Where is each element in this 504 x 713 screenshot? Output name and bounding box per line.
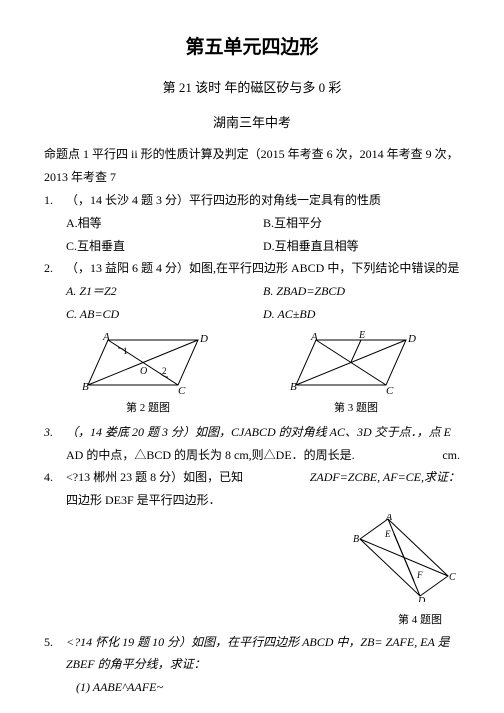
q4-stem-c: 四边形 DE3F 是平行四边形． xyxy=(66,489,460,512)
svg-text:E: E xyxy=(384,529,391,539)
figure-4: A B C D E F 第 4 题图 xyxy=(44,514,460,631)
svg-text:2: 2 xyxy=(162,366,167,376)
question-4: 4. <?13 郴州 23 题 8 分）如图，已知 ZADF=ZCBE, AF=… xyxy=(44,466,460,512)
q5-stem-a: <?14 怀化 19 题 10 分）如图，在平行四边形 ABCD 中，ZB= Z… xyxy=(66,631,460,654)
figure-2: A B C D O 1 2 第 2 题图 xyxy=(44,330,252,419)
figure-4-caption: 第 4 题图 xyxy=(44,610,460,631)
svg-text:A: A xyxy=(102,331,110,343)
q2-number: 2. xyxy=(44,257,66,325)
svg-text:O: O xyxy=(140,366,147,377)
q2-opt-d: D. AC±BD xyxy=(263,303,460,326)
svg-text:D: D xyxy=(199,333,208,345)
q1-opt-c: C.互相垂直 xyxy=(66,235,263,258)
svg-text:A: A xyxy=(310,331,318,343)
intro-line-1: 命题点 1 平行四 ii 形的性质计算及判定（2015 年考查 6 次，2014… xyxy=(44,143,460,166)
lesson-subtitle: 第 21 该时 年的磁区矽与多 0 彩 xyxy=(44,76,460,101)
q1-opt-b: B.互相平分 xyxy=(263,212,460,235)
svg-text:B: B xyxy=(82,381,89,393)
q3-stem-a: （，14 娄底 20 题 3 分）如图，CJABCD 的对角线 AC、3D 交于… xyxy=(66,421,460,444)
q3-stem-b: AD 的中点，△BCD 的周长为 8 cm,则△DE．的周长是. cm. xyxy=(66,444,460,467)
section-heading: 湖南三年中考 xyxy=(44,111,460,136)
intro-line-2: 2013 年考查 7 xyxy=(44,166,460,189)
svg-text:D: D xyxy=(407,333,416,345)
question-2: 2. （，13 益阳 6 题 4 分）如图,在平行四边形 ABCD 中，下列结论… xyxy=(44,257,460,325)
q2-stem: （，13 益阳 6 题 4 分）如图,在平行四边形 ABCD 中，下列结论中错误… xyxy=(66,257,460,280)
q5-sub1: (1) AABE^AAFE~ xyxy=(66,676,460,699)
q5-number: 5. xyxy=(44,631,66,699)
svg-text:F: F xyxy=(416,570,423,580)
q1-opt-a: A.相等 xyxy=(66,212,263,235)
figure-3-caption: 第 3 题图 xyxy=(334,398,378,419)
figure-3: A B C D E 第 3 题图 xyxy=(252,330,460,419)
unit-title: 第五单元四边形 xyxy=(44,30,460,66)
svg-text:B: B xyxy=(353,534,359,545)
q4-number: 4. xyxy=(44,466,66,512)
q1-stem: （，14 长沙 4 题 3 分）平行四边形的对角线一定具有的性质 xyxy=(66,189,460,212)
question-5: 5. <?14 怀化 19 题 10 分）如图，在平行四边形 ABCD 中，ZB… xyxy=(44,631,460,699)
svg-text:A: A xyxy=(385,514,393,523)
parallelogram-abcd-icon: A B C D O 1 2 xyxy=(78,330,218,398)
svg-text:C: C xyxy=(178,385,186,397)
q3-number: 3. xyxy=(44,421,66,467)
svg-text:C: C xyxy=(386,385,394,397)
q2-opt-a: A. Z1＝Z2 xyxy=(66,280,263,303)
figures-row: A B C D O 1 2 第 2 题图 A B C D E 第 3 题图 xyxy=(44,330,460,419)
svg-text:B: B xyxy=(290,381,297,393)
svg-text:D: D xyxy=(417,596,426,602)
svg-text:E: E xyxy=(358,330,365,341)
question-3: 3. （，14 娄底 20 题 3 分）如图，CJABCD 的对角线 AC、3D… xyxy=(44,421,460,467)
q2-opt-b: B. ZBAD=ZBCD xyxy=(263,280,460,303)
parallelogram-e-icon: A B C D E xyxy=(286,330,426,398)
q1-opt-d: D.互相垂直且相等 xyxy=(263,235,460,258)
q5-stem-b: ZBEF 的角平分线，求证： xyxy=(66,653,460,676)
svg-text:C: C xyxy=(449,572,456,583)
question-1: 1. （，14 长沙 4 题 3 分）平行四边形的对角线一定具有的性质 A.相等… xyxy=(44,189,460,257)
figure-2-caption: 第 2 题图 xyxy=(126,398,170,419)
q4-stem-a: <?13 郴州 23 题 8 分）如图，已知 ZADF=ZCBE, AF=CE,… xyxy=(66,466,460,489)
quadrilateral-ef-icon: A B C D E F xyxy=(350,514,460,602)
q1-number: 1. xyxy=(44,189,66,257)
q2-opt-c: C. AB=CD xyxy=(66,303,263,326)
